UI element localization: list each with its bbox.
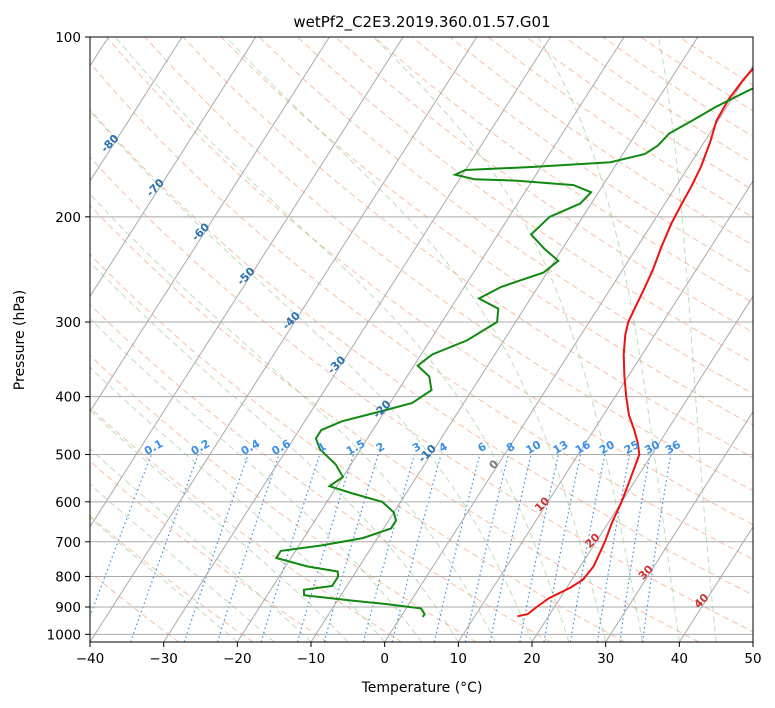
x-tick-label: 10 [450, 651, 467, 667]
dry-adiabat-line [90, 303, 551, 642]
mixing-ratio-line [391, 454, 442, 642]
dry-adiabat-line [373, 37, 753, 304]
dry-adiabat-line [90, 156, 753, 633]
dry-adiabat-line [90, 354, 477, 642]
mixing-ratio-line [642, 454, 672, 642]
moist-adiabat-line [537, 37, 680, 642]
dry-adiabat-line [90, 62, 753, 561]
y-tick-label: 100 [55, 30, 81, 46]
dry-adiabat-line [258, 37, 753, 395]
mixing-ratio-line [489, 454, 532, 642]
dry-adiabat-line [106, 37, 753, 526]
plot-frame [89, 36, 754, 643]
mixing-ratio-line [90, 454, 152, 618]
mixing-ratio-line [183, 454, 249, 642]
y-tick-label: 700 [55, 535, 81, 551]
moist-adiabat-line [90, 483, 275, 642]
dry-adiabat-line [144, 37, 753, 492]
y-tick-label: 200 [55, 210, 81, 226]
mixing-ratio-line [519, 454, 559, 642]
moist-adiabat-line [90, 366, 386, 642]
x-axis-label: Temperature (°C) [361, 680, 483, 696]
mixing-ratio-labels: 0.1 0.2 0.4 0.6 1 1.5 2 3 4 6 8 10 13 16 20 25 30 36 [142, 437, 683, 458]
x-tick-label: 20 [523, 651, 540, 667]
profiles [274, 67, 753, 618]
x-tick-label: 0 [380, 651, 389, 667]
isotherm-line [605, 410, 753, 642]
y-tick-label: 800 [55, 569, 81, 585]
x-tick-label: 40 [671, 651, 688, 667]
isotherm-line [752, 641, 753, 642]
mixing-ratio-line [433, 454, 481, 642]
mixing-ratio-line [216, 454, 280, 642]
isotherm-line [678, 525, 753, 642]
y-axis-label: Pressure (hPa) [12, 290, 28, 390]
dry-adiabat-line [182, 37, 753, 459]
isotherm-line [90, 37, 257, 298]
isotherm-line [90, 37, 404, 528]
y-tick-label: 600 [55, 495, 81, 511]
isotherm-line [90, 37, 330, 413]
isotherm-line [90, 37, 478, 642]
temperature-profile-line [517, 67, 753, 618]
isotherm-line [90, 37, 183, 182]
isotherm-line [163, 37, 551, 642]
moist-adiabat-line [114, 37, 570, 642]
grid-lines [90, 37, 753, 642]
moist-adiabat-line [658, 37, 717, 642]
isotherm-line [310, 37, 699, 642]
mixing-ratio-line [619, 454, 651, 642]
isotherm-line [236, 37, 625, 642]
dry-adiabat-line [90, 407, 402, 642]
mixing-ratio-line [464, 454, 509, 642]
moist-adiabat-line [90, 110, 533, 642]
plot-background [90, 37, 753, 642]
moist-adiabat-line [90, 409, 349, 642]
x-tick-label: 30 [597, 651, 614, 667]
y-tick-label: 900 [55, 600, 81, 616]
x-tick-label: −40 [76, 651, 105, 667]
x-tick-label: −10 [297, 651, 326, 667]
isotherm-line [531, 295, 753, 642]
mixing-ratio-line [569, 454, 606, 642]
y-tick-label: 300 [55, 315, 81, 331]
dry-adiabat-line [90, 515, 254, 642]
y-tick-label: 500 [55, 448, 81, 464]
y-axis-ticks: 100 200 300 400 500 600 700 800 900 1000 [47, 30, 90, 643]
dewpoint-profile-line [274, 87, 753, 618]
isotherm-line [457, 180, 753, 642]
x-tick-label: 50 [744, 651, 761, 667]
y-tick-label: 1000 [47, 627, 81, 643]
mixing-ratio-line [596, 454, 631, 642]
x-tick-label: −30 [149, 651, 178, 667]
x-tick-label: −20 [223, 651, 252, 667]
y-tick-label: 400 [55, 390, 81, 406]
moist-adiabat-line [225, 37, 607, 642]
isotherm-line [384, 64, 753, 642]
moist-adiabat-line [90, 318, 422, 642]
mixing-ratio-line [543, 454, 582, 642]
moist-adiabat-line [373, 37, 643, 642]
chart-title: wetPf2_C2E3.2019.360.01.57.G01 [293, 13, 550, 32]
x-axis-ticks: −40 −30 −20 −10 0 10 20 30 40 50 [76, 642, 762, 667]
moist-adiabat-line [90, 516, 238, 642]
dry-adiabat-line [220, 37, 753, 426]
